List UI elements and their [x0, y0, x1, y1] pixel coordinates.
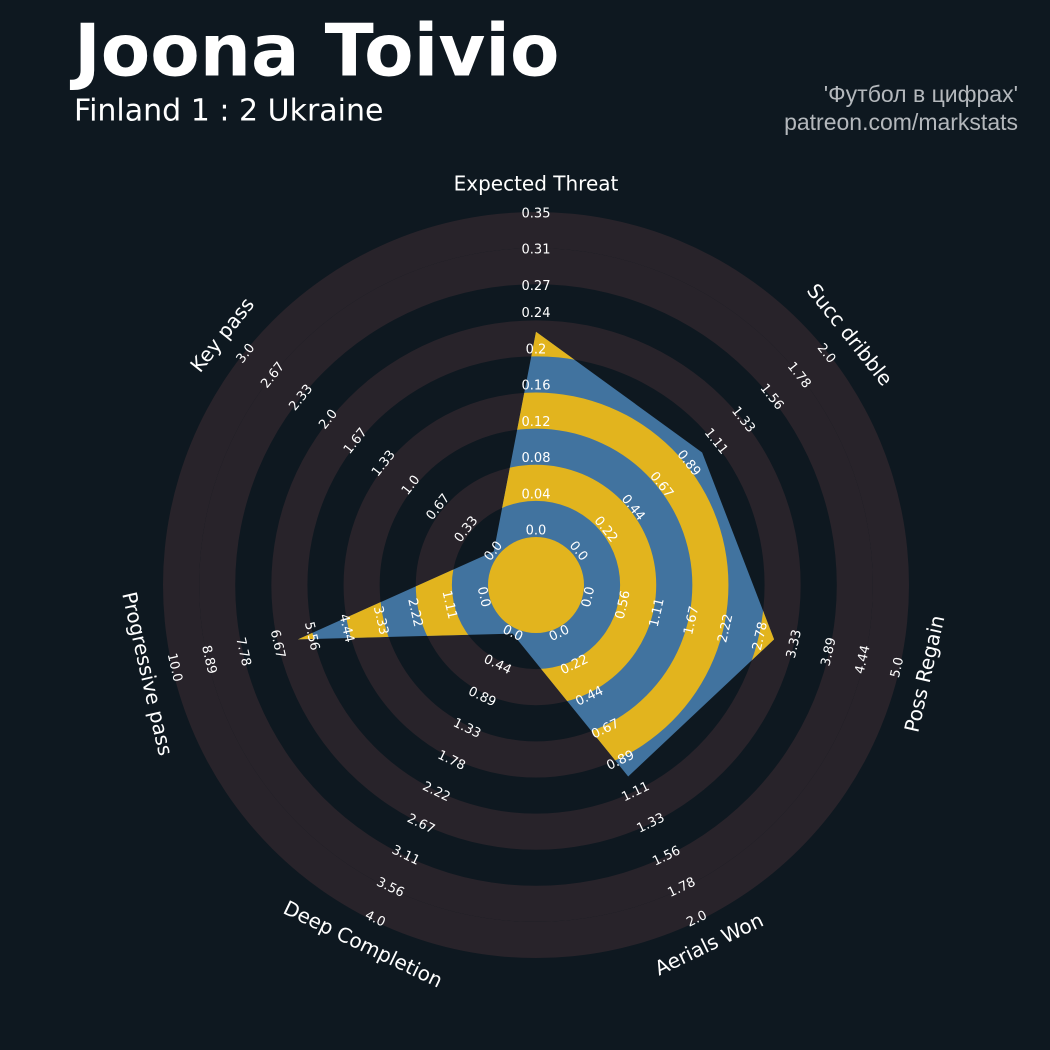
- tick-label: 2.78: [750, 620, 771, 652]
- tick-label: 0.24: [522, 306, 551, 321]
- chart-title: Joona Toivio: [69, 9, 559, 93]
- tick-label: 1.11: [647, 597, 668, 629]
- axis-label: Expected Threat: [454, 172, 619, 196]
- tick-label: 0.08: [522, 451, 551, 466]
- tick-label: 3.33: [370, 605, 391, 637]
- tick-label: 1.67: [681, 605, 702, 637]
- tick-label: 0.0: [579, 585, 598, 609]
- tick-label: 0.12: [522, 415, 551, 430]
- tick-label: 5.0: [888, 656, 907, 680]
- credit: patreon.com/markstats: [784, 109, 1018, 135]
- credit: 'Футбол в цифрах': [824, 81, 1018, 107]
- tick-label: 1.11: [439, 589, 460, 621]
- tick-label: 0.56: [613, 589, 634, 621]
- tick-label: 3.89: [819, 636, 840, 668]
- tick-label: 0.0: [526, 524, 547, 539]
- tick-label: 7.78: [232, 636, 253, 668]
- tick-label: 0.0: [474, 585, 493, 609]
- tick-label: 0.16: [522, 379, 551, 394]
- tick-label: 0.2: [526, 342, 547, 357]
- tick-label: 10.0: [164, 652, 185, 684]
- tick-label: 2.22: [715, 613, 736, 645]
- tick-label: 5.56: [301, 620, 322, 652]
- tick-label: 0.04: [522, 487, 551, 502]
- tick-label: 0.31: [522, 243, 551, 258]
- tick-label: 0.27: [522, 279, 551, 294]
- chart-subtitle: Finland 1 : 2 Ukraine: [74, 94, 383, 129]
- tick-label: 4.44: [336, 613, 357, 645]
- tick-label: 2.22: [404, 597, 425, 629]
- tick-label: 8.89: [198, 644, 219, 676]
- tick-label: 0.35: [522, 207, 551, 222]
- tick-label: 3.33: [784, 628, 805, 660]
- tick-label: 6.67: [267, 628, 288, 660]
- inner-circle: [488, 537, 584, 633]
- tick-label: 4.44: [853, 644, 874, 676]
